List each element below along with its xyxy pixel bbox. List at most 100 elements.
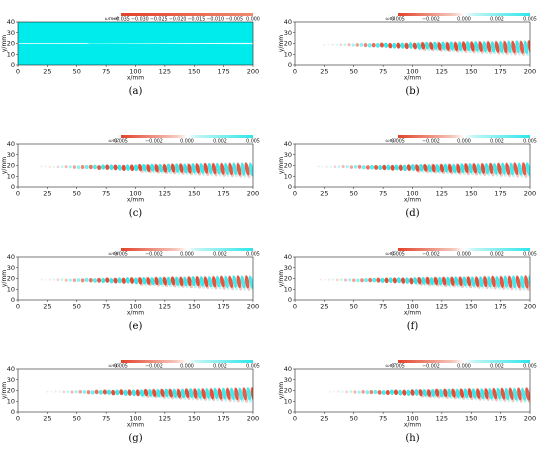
vortex-structure: [154, 164, 159, 173]
vortex-structure: [142, 163, 147, 172]
vortex-structure: [239, 171, 243, 178]
vortex-structure: [474, 170, 479, 176]
field-contour: [18, 42, 253, 45]
vortex-structure: [398, 164, 403, 171]
vortex-structure: [508, 387, 514, 400]
x-tick-label: 50: [350, 68, 358, 76]
vortex-structure: [158, 163, 162, 167]
vortex-structure: [416, 41, 420, 45]
y-tick-label: 10: [7, 285, 15, 293]
vortex-structure: [172, 388, 176, 392]
vortex-structure: [443, 163, 447, 167]
vortex-structure: [534, 50, 537, 56]
x-tick-label: 150: [188, 303, 200, 311]
vortex-structure: [507, 396, 511, 403]
vortex-structure: [452, 283, 456, 288]
vortex-structure: [150, 163, 155, 172]
vortex-structure: [515, 40, 520, 54]
vortex-structure: [414, 163, 418, 167]
vortex-structure: [466, 41, 471, 52]
vortex-structure: [40, 165, 43, 168]
vortex-structure: [436, 41, 440, 45]
colorbar: [121, 248, 253, 251]
vortex-structure: [251, 285, 253, 292]
x-tick-label: 175: [217, 415, 229, 423]
vortex-structure: [450, 276, 455, 286]
vortex-structure: [210, 284, 214, 290]
vortex-structure: [68, 278, 72, 282]
vortex-structure: [513, 388, 518, 401]
vortex-structure: [458, 276, 463, 287]
vortex-structure: [174, 395, 179, 400]
vortex-structure: [233, 387, 237, 393]
vortex-structure: [248, 275, 253, 289]
vortex-structure: [90, 390, 95, 395]
panel-a: ωmor−0.035 −0.030 −0.025 −0.020 −0.015 −0.010…: [1, 13, 260, 97]
x-tick-label: 200: [524, 68, 536, 76]
vortex-structure: [220, 396, 224, 402]
vortex-structure: [433, 169, 438, 174]
vortex-structure: [236, 162, 240, 168]
vortex-structure: [378, 165, 383, 171]
vortex-structure: [379, 42, 384, 48]
vortex-structure: [195, 162, 199, 167]
x-tick-label: 150: [188, 415, 200, 423]
vortex-structure: [457, 41, 463, 52]
vortex-structure: [111, 389, 116, 396]
vortex-structure: [516, 171, 520, 178]
vortex-structure: [419, 47, 423, 51]
vortex-structure: [210, 171, 214, 177]
vortex-structure: [478, 40, 481, 46]
vortex-structure: [174, 163, 178, 167]
plot-area: [295, 22, 530, 65]
vortex-structure: [109, 277, 114, 284]
vortex-structure: [445, 276, 449, 280]
vortex-structure: [166, 276, 170, 280]
vortex-structure: [428, 41, 432, 45]
vortex-structure: [252, 275, 258, 289]
vortex-structure: [437, 169, 442, 174]
x-tick-label: 175: [217, 303, 229, 311]
vortex-structure: [524, 275, 529, 289]
vortex-structure: [166, 276, 172, 286]
vortex-structure: [255, 172, 258, 178]
vortex-structure: [146, 277, 151, 285]
vortex-structure: [505, 49, 509, 56]
vortex-structure: [371, 42, 376, 48]
vortex-structure: [207, 396, 212, 402]
vortex-structure: [226, 171, 230, 178]
vortex-structure: [215, 162, 219, 168]
x-tick-label: 175: [217, 68, 229, 76]
vortex-structure: [183, 395, 187, 400]
x-tick-label: 150: [465, 68, 477, 76]
y-tick-label: 0: [11, 408, 15, 416]
vortex-structure: [217, 387, 221, 393]
vortex-structure: [348, 278, 352, 282]
vortex-structure: [472, 163, 478, 174]
vortex-structure: [193, 283, 198, 289]
y-tick-label: 0: [288, 408, 292, 416]
vortex-structure: [498, 40, 502, 46]
vortex-structure: [234, 171, 239, 178]
vortex-structure: [383, 42, 389, 48]
vortex-structure: [191, 276, 196, 287]
vortex-structure: [185, 283, 189, 288]
colorbar-tick-label: −0.002: [145, 252, 163, 258]
x-tick-label: 125: [159, 415, 171, 423]
vortex-structure: [454, 276, 459, 286]
vortex-structure: [232, 275, 236, 281]
y-tick-label: 10: [284, 50, 292, 58]
vortex-structure: [246, 386, 250, 393]
vortex-structure: [461, 41, 465, 45]
vortex-structure: [197, 170, 202, 176]
vortex-structure: [329, 165, 333, 169]
vortex-structure: [52, 165, 56, 169]
vortex-structure: [139, 388, 143, 392]
vortex-structure: [506, 284, 510, 291]
colorbar-tick-label: 0.002: [490, 364, 504, 370]
vortex-structure: [438, 277, 443, 286]
vortex-structure: [211, 275, 215, 281]
vortex-structure: [474, 41, 479, 52]
vortex-structure: [519, 39, 523, 46]
vortex-structure: [159, 388, 163, 392]
